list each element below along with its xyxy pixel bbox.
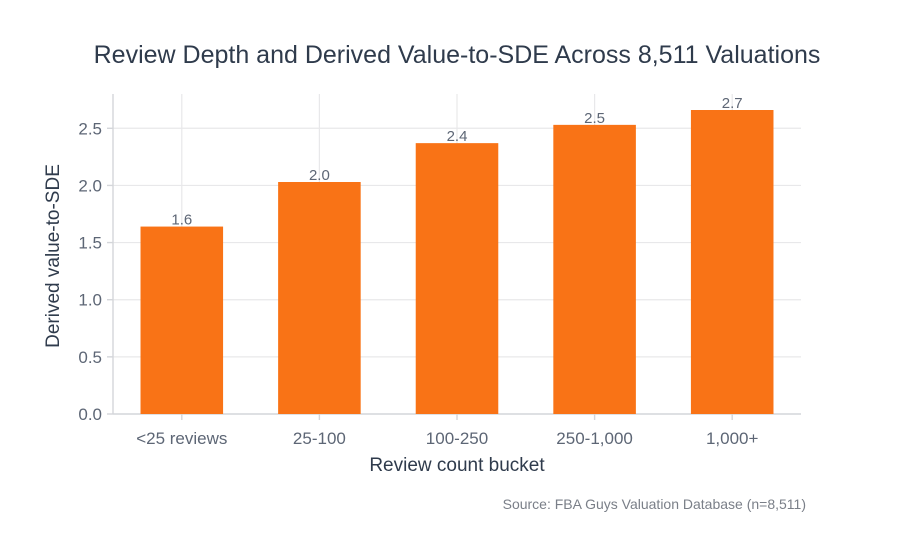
x-axis-label: Review count bucket [369,455,545,476]
bar-value-label: 2.4 [447,128,468,145]
label-layer: 0.0 0.5 1.0 1.5 2.0 2.5 <25 reviews 1.6 25-100 2.… [78,95,758,448]
y-axis-label: Derived value-to-SDE [43,164,64,348]
bar [553,124,636,414]
x-tick-label: 250-1,000 [556,429,633,448]
chart-title: Review Depth and Derived Value-to-SDE Ac… [94,41,821,69]
y-tick-label: 0.5 [78,348,102,367]
x-tick-label: 1,000+ [706,429,759,448]
y-tick-label: 2.5 [78,119,102,138]
y-tick-label: 1.5 [78,234,102,253]
bar-value-label: 1.6 [171,212,192,229]
source-note: Source: FBA Guys Valuation Database (n=8… [503,496,806,512]
bar [690,110,774,414]
x-tick-label: 25-100 [293,429,346,448]
bar-value-label: 2.0 [309,167,330,184]
bar-value-label: 2.7 [722,95,743,112]
y-tick-label: 0.0 [78,405,102,424]
y-tick-label: 1.0 [78,291,102,310]
bar-value-label: 2.5 [584,110,605,127]
bar [140,226,224,414]
y-tick-label: 2.0 [78,176,102,195]
x-tick-label: 100-250 [426,429,488,448]
bar [415,143,499,414]
bar-layer [140,110,774,414]
bar [278,182,361,414]
x-tick-label: <25 reviews [136,429,227,448]
